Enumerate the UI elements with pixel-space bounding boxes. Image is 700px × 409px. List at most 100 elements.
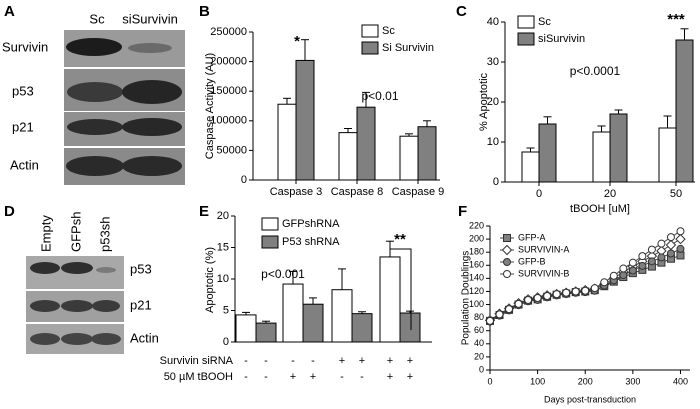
data-point (619, 271, 628, 280)
data-point (609, 271, 618, 280)
y-tick-label: 40 (474, 338, 484, 348)
x-axis-label: tBOOH [uM] (570, 203, 630, 215)
condition-sign: + (387, 355, 393, 367)
legend-label: GFPshRNA (282, 218, 340, 230)
data-point (505, 305, 514, 314)
panel-label: C (456, 3, 467, 20)
data-point (647, 245, 656, 254)
y-tick-label: 220 (469, 220, 484, 230)
condition-sign: - (311, 355, 315, 367)
data-point (676, 244, 685, 253)
condition-sign: - (264, 355, 268, 367)
x-tick-label: 200 (578, 376, 593, 386)
y-tick-label: 200 (469, 233, 484, 243)
y-tick-label: 40 (487, 16, 499, 28)
y-axis-label: Population Doublings (461, 251, 472, 346)
y-tick-label: 5 (223, 304, 229, 316)
y-tick-label: 20 (217, 210, 229, 222)
data-point (543, 292, 552, 301)
y-tick-label: 30 (487, 56, 499, 68)
data-point (666, 233, 675, 242)
y-tick-label: 10 (487, 136, 499, 148)
data-point (657, 253, 666, 262)
legend-swatch (261, 217, 279, 231)
data-point (665, 239, 677, 251)
condition-label: Survivin siRNA (160, 355, 234, 367)
y-tick-label: 100000 (210, 115, 247, 127)
data-point (552, 290, 561, 299)
y-tick-label: 180 (469, 247, 484, 257)
protein-label: p21 (130, 297, 152, 312)
annotation: p<0.001 (261, 267, 305, 281)
condition-sign: - (244, 371, 248, 383)
condition-sign: - (244, 355, 248, 367)
protein-label: Survivin (2, 39, 48, 54)
legend-swatch (517, 32, 535, 46)
annotation: p<0.01 (361, 89, 398, 103)
bar (417, 126, 437, 181)
bar (399, 135, 419, 181)
y-tick-label: 100 (469, 299, 484, 309)
bar (379, 256, 401, 343)
data-point (647, 257, 656, 266)
bar (399, 312, 421, 343)
x-tick-label: Caspase 3 (270, 186, 323, 198)
data-point (533, 294, 542, 302)
legend-label: SURVIVIN-B (518, 268, 569, 278)
data-point (628, 266, 637, 275)
data-point (590, 284, 599, 293)
data-point (676, 227, 685, 236)
data-point (524, 295, 533, 304)
legend-swatch (517, 15, 535, 29)
x-tick-label: 20 (604, 188, 616, 200)
bar (235, 314, 257, 343)
bar (338, 132, 358, 181)
y-axis-label: Caspase Activity (AU) (204, 53, 216, 159)
panel-label: D (4, 203, 15, 220)
condition-sign: + (407, 355, 413, 367)
panel-label: A (4, 3, 15, 20)
legend-label: Si Survivin (382, 42, 434, 54)
protein-label: p21 (12, 119, 34, 134)
protein-label: p53 (12, 83, 34, 98)
condition-sign: + (359, 355, 365, 367)
y-tick-label: 140 (469, 273, 484, 283)
data-point (666, 249, 675, 258)
x-tick-label: 400 (673, 376, 688, 386)
condition-sign: + (290, 371, 296, 383)
x-tick-label: 50 (670, 188, 682, 200)
y-tick-label: 250000 (210, 26, 247, 38)
condition-sign: + (407, 371, 413, 383)
condition-sign: - (340, 371, 344, 383)
data-point (675, 233, 686, 245)
y-tick-label: 0 (493, 176, 499, 188)
x-tick-label: Caspase 8 (331, 186, 384, 198)
y-tick-label: 120 (469, 286, 484, 296)
bar (658, 127, 677, 183)
data-point (628, 258, 637, 267)
annotation: p<0.0001 (570, 64, 621, 78)
lane-label: p53sh (97, 217, 112, 252)
condition-label: 50 µM tBOOH (164, 371, 233, 383)
lane-label: Sc (89, 11, 105, 26)
condition-sign: + (339, 355, 345, 367)
legend-label: GFP-A (518, 232, 546, 242)
data-point (503, 234, 511, 242)
bar (331, 289, 353, 343)
bar (592, 131, 611, 183)
y-tick-label: 10 (217, 273, 229, 285)
data-point (600, 278, 609, 287)
annotation: *** (667, 11, 685, 28)
condition-sign: - (360, 371, 364, 383)
bar (302, 303, 324, 343)
y-tick-label: 20 (474, 351, 484, 361)
data-point (657, 239, 666, 248)
condition-sign: - (264, 371, 268, 383)
y-tick-label: 20 (487, 96, 499, 108)
legend-swatch (361, 24, 379, 38)
bar (295, 59, 315, 181)
data-point (638, 261, 647, 270)
bar (255, 322, 277, 343)
legend-swatch (361, 41, 379, 55)
